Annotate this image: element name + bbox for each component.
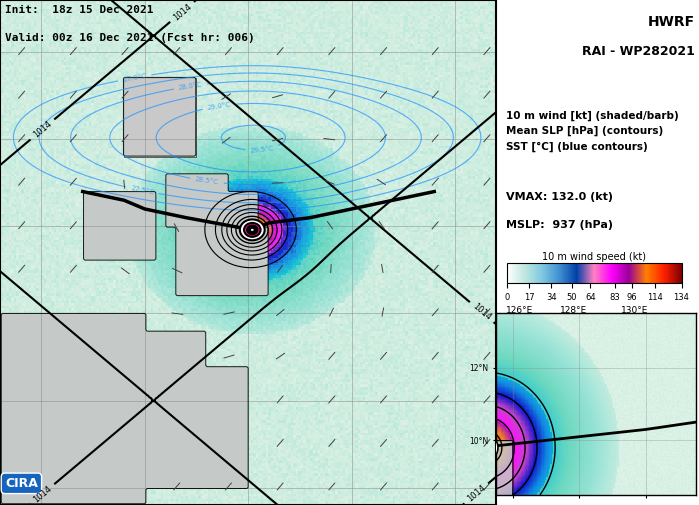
Text: 28.5°C: 28.5°C [195,176,219,186]
Polygon shape [124,78,196,157]
Text: 1014: 1014 [31,484,53,504]
Text: Init:  18z 15 Dec 2021: Init: 18z 15 Dec 2021 [5,5,154,15]
Circle shape [478,438,495,457]
Text: CIRA: CIRA [5,477,38,490]
Title: 10 m wind speed (kt): 10 m wind speed (kt) [542,252,646,262]
Text: 10 m wind [kt] (shaded/barb)
Mean SLP [hPa] (contours)
SST [°C] (blue contours): 10 m wind [kt] (shaded/barb) Mean SLP [h… [506,111,679,152]
Text: 1014: 1014 [471,302,493,322]
Text: 29.0°C: 29.0°C [207,102,232,111]
Circle shape [484,445,489,450]
Text: 128°E: 128°E [560,306,587,315]
Polygon shape [0,0,496,505]
Text: 27.5°C: 27.5°C [130,185,154,195]
Text: 27.0°C: 27.0°C [122,73,147,83]
Text: 1014: 1014 [171,2,193,22]
Text: HWRF: HWRF [648,15,695,29]
Text: Valid: 00z 16 Dec 2021 (Fcst hr: 006): Valid: 00z 16 Dec 2021 (Fcst hr: 006) [5,33,254,43]
Circle shape [247,226,257,234]
Circle shape [240,219,265,240]
Circle shape [244,223,261,237]
Text: 1014: 1014 [466,483,487,503]
Text: 1014: 1014 [31,119,53,140]
Circle shape [250,228,254,232]
Text: 28.0°C: 28.0°C [178,81,203,91]
Circle shape [482,442,491,453]
Text: VMAX: 132.0 (kt): VMAX: 132.0 (kt) [506,192,614,202]
Text: MSLP:  937 (hPa): MSLP: 937 (hPa) [506,220,614,230]
Circle shape [475,435,498,461]
Text: 29.5°C: 29.5°C [250,145,274,154]
Text: RAI - WP282021: RAI - WP282021 [582,45,695,59]
Text: 126°E: 126°E [506,306,533,315]
Text: 130°E: 130°E [621,306,649,315]
